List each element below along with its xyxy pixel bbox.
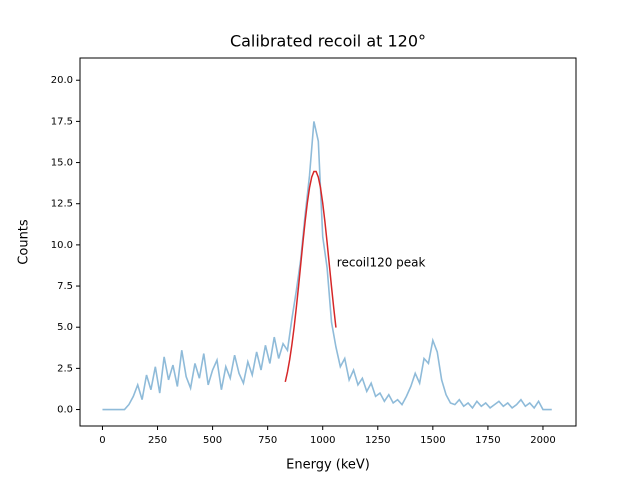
- x-tick-label: 1000: [310, 435, 335, 446]
- y-tick-label: 0.0: [57, 405, 73, 416]
- y-axis-label: Counts: [17, 219, 32, 265]
- y-tick-label: 17.5: [51, 116, 73, 127]
- y-tick-label: 15.0: [51, 158, 73, 169]
- x-tick-label: 750: [258, 435, 277, 446]
- series-line: [284, 170, 337, 383]
- y-tick-label: 5.0: [57, 322, 73, 333]
- x-tick-label: 1250: [365, 435, 390, 446]
- x-tick-label: 1500: [420, 435, 445, 446]
- x-tick-label: 2000: [530, 435, 555, 446]
- annotation: recoil120 peak: [337, 255, 426, 269]
- x-tick-label: 500: [203, 435, 222, 446]
- x-tick-label: 250: [148, 435, 167, 446]
- y-tick-label: 2.5: [57, 363, 73, 374]
- y-tick-label: 10.0: [51, 240, 73, 251]
- series-line: [102, 121, 552, 411]
- x-tick-label: 1750: [475, 435, 500, 446]
- y-tick-label: 12.5: [51, 199, 73, 210]
- chart-title: Calibrated recoil at 120°: [230, 32, 426, 51]
- y-tick-label: 20.0: [51, 75, 73, 86]
- x-axis-label: Energy (keV): [286, 458, 370, 473]
- y-tick-label: 7.5: [57, 281, 73, 292]
- x-tick-label: 0: [99, 435, 105, 446]
- plot-frame: [79, 57, 577, 427]
